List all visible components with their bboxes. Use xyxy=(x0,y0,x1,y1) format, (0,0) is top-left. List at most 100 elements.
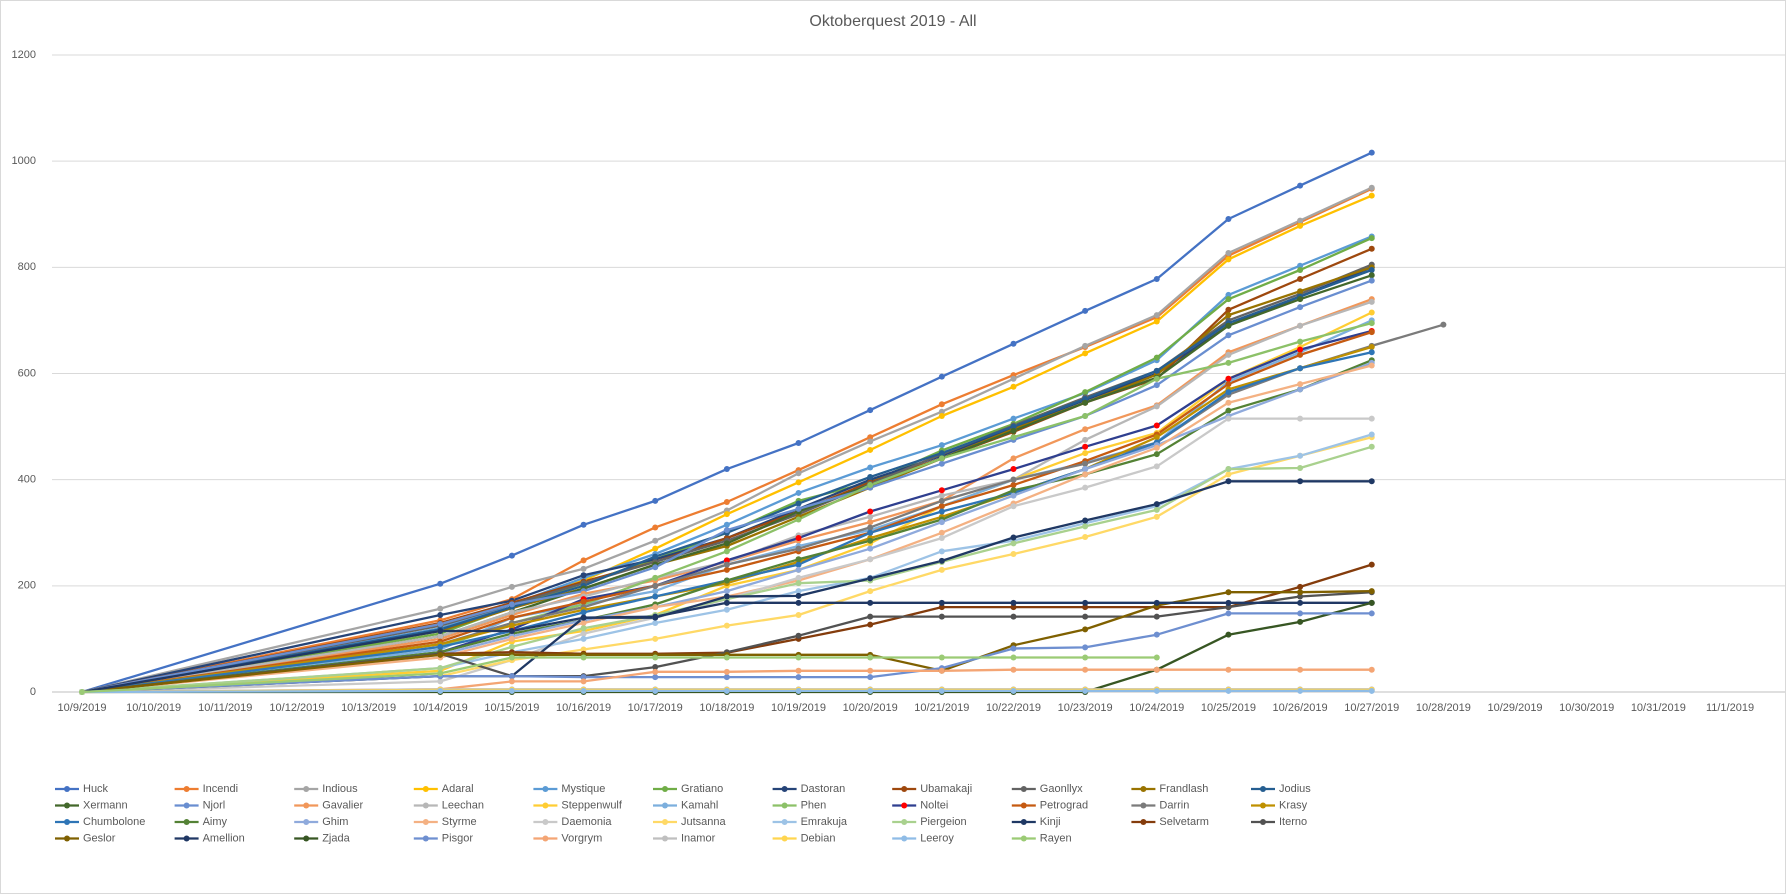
data-point xyxy=(1010,604,1017,611)
y-tick-label: 1000 xyxy=(12,155,36,167)
data-point xyxy=(1082,484,1089,491)
data-point xyxy=(508,678,515,685)
legend-label: Noltei xyxy=(920,799,948,811)
legend-label: Ghim xyxy=(322,816,348,828)
data-point xyxy=(1297,593,1304,600)
data-point xyxy=(1153,451,1160,458)
data-point xyxy=(1082,654,1089,661)
data-point xyxy=(867,674,874,681)
data-point xyxy=(1010,654,1017,661)
x-tick-label: 10/10/2019 xyxy=(126,702,181,714)
data-point xyxy=(508,635,515,642)
legend-label: Frandlash xyxy=(1159,783,1208,795)
legend-marker xyxy=(1140,786,1147,792)
legend-marker xyxy=(183,802,190,809)
data-point xyxy=(1082,389,1089,396)
legend-label: Gratiano xyxy=(681,783,723,795)
data-point xyxy=(867,524,874,531)
legend-label: Piergeion xyxy=(920,816,966,828)
data-point xyxy=(795,535,802,542)
data-point xyxy=(795,588,802,595)
data-point xyxy=(938,535,945,542)
data-point xyxy=(580,635,587,642)
y-tick-label: 400 xyxy=(18,474,36,486)
data-point xyxy=(938,654,945,661)
data-point xyxy=(723,498,730,505)
legend-label: Njorl xyxy=(203,799,226,811)
data-point xyxy=(938,604,945,611)
data-point xyxy=(795,580,802,587)
legend-label: Steppenwulf xyxy=(561,799,622,811)
data-point xyxy=(652,497,659,504)
legend-label: Kinji xyxy=(1040,816,1061,828)
data-point xyxy=(1297,589,1304,596)
data-point xyxy=(1297,452,1304,459)
data-point xyxy=(1153,354,1160,361)
x-tick-label: 10/16/2019 xyxy=(556,702,611,714)
data-point xyxy=(1368,320,1375,327)
data-point xyxy=(508,627,515,634)
x-tick-label: 11/1/2019 xyxy=(1706,702,1754,714)
legend-label: Daemonia xyxy=(561,816,612,828)
data-point xyxy=(652,687,659,694)
legend-marker xyxy=(64,819,70,825)
data-point xyxy=(1297,217,1304,224)
data-point xyxy=(1368,192,1375,199)
data-point xyxy=(652,524,659,531)
data-point xyxy=(437,665,444,672)
data-point xyxy=(723,588,730,595)
data-point xyxy=(508,609,515,616)
legend-marker xyxy=(1020,835,1027,842)
legend-label: Vorgrym xyxy=(561,832,602,844)
data-point xyxy=(1010,613,1017,620)
legend-label: Debian xyxy=(801,832,836,844)
data-point xyxy=(1297,618,1304,625)
data-point xyxy=(1010,487,1017,494)
data-point xyxy=(1225,312,1232,319)
legend-marker xyxy=(64,835,70,842)
data-point xyxy=(1082,342,1089,349)
data-point xyxy=(1153,631,1160,638)
data-point xyxy=(1010,427,1017,434)
data-point xyxy=(1082,450,1089,457)
data-point xyxy=(1297,288,1304,295)
data-point xyxy=(580,614,587,621)
data-point xyxy=(867,519,874,526)
data-point xyxy=(1082,626,1089,633)
data-point xyxy=(652,604,659,611)
data-point xyxy=(938,529,945,536)
data-point xyxy=(1153,318,1160,325)
data-point xyxy=(1082,412,1089,419)
data-point xyxy=(580,630,587,637)
data-point xyxy=(1225,389,1232,396)
legend-marker xyxy=(781,786,788,792)
data-point xyxy=(437,678,444,685)
y-tick-label: 0 xyxy=(30,686,36,698)
data-point xyxy=(1153,375,1160,382)
data-point xyxy=(795,561,802,568)
data-point xyxy=(1225,666,1232,673)
data-point xyxy=(1082,644,1089,651)
data-point xyxy=(437,651,444,658)
x-tick-label: 10/15/2019 xyxy=(484,702,539,714)
data-point xyxy=(1082,666,1089,673)
data-point xyxy=(867,434,874,441)
data-point xyxy=(938,412,945,419)
data-point xyxy=(1082,599,1089,606)
data-point xyxy=(867,438,874,445)
data-point xyxy=(1297,304,1304,311)
data-point xyxy=(508,583,515,590)
legend-marker xyxy=(781,802,788,809)
data-point xyxy=(795,654,802,661)
data-point xyxy=(1225,296,1232,303)
legend-label: Krasy xyxy=(1279,799,1308,811)
data-point xyxy=(1225,306,1232,313)
data-point xyxy=(1368,561,1375,568)
data-point xyxy=(1225,466,1232,473)
data-point xyxy=(1010,599,1017,606)
data-point xyxy=(1368,687,1375,694)
data-point xyxy=(938,442,945,449)
data-point xyxy=(867,654,874,661)
data-point xyxy=(723,654,730,661)
